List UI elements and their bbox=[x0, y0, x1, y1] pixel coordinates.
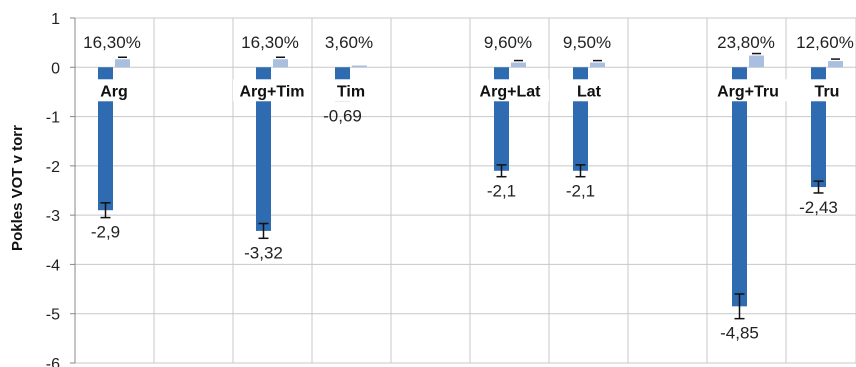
grid bbox=[74, 17, 856, 364]
value-label: -0,69 bbox=[323, 106, 362, 125]
bar-vot bbox=[732, 67, 747, 307]
category-label-bg bbox=[471, 79, 549, 102]
category-label: Arg+Lat bbox=[480, 83, 542, 100]
bar-vot bbox=[98, 67, 113, 211]
category-label-bg bbox=[808, 79, 846, 102]
category-label-bg bbox=[233, 79, 311, 102]
y-tick-label: -4 bbox=[46, 257, 60, 274]
value-label: -3,32 bbox=[244, 243, 283, 262]
percent-label: 9,60% bbox=[484, 33, 532, 52]
category-label: Lat bbox=[577, 83, 602, 100]
y-tick-label: 1 bbox=[51, 11, 60, 28]
category-label: Arg bbox=[100, 83, 128, 100]
labels: Arg 16,30% -2,9 Arg+Tim 16,30% -3,32 Tim 3,60% -… bbox=[83, 33, 854, 343]
y-tick-label: -1 bbox=[46, 110, 60, 127]
category-label: Tru bbox=[815, 83, 840, 100]
category-label-bg bbox=[95, 79, 133, 102]
y-tick-label: -3 bbox=[46, 208, 60, 225]
bar-percent bbox=[828, 61, 843, 68]
category-label-bg bbox=[332, 79, 370, 102]
value-label: -2,1 bbox=[566, 182, 595, 201]
percent-label: 12,60% bbox=[796, 33, 854, 52]
category-label-bg bbox=[709, 79, 787, 102]
value-label: -2,1 bbox=[487, 182, 516, 201]
value-label: -2,9 bbox=[91, 223, 120, 242]
category-label-bg bbox=[570, 79, 608, 102]
bar-percent bbox=[511, 62, 526, 68]
percent-label: 9,50% bbox=[563, 33, 611, 52]
y-tick-label: -5 bbox=[46, 307, 60, 324]
category-label: Tim bbox=[337, 83, 365, 100]
bar-vot bbox=[256, 67, 271, 231]
value-label: -4,85 bbox=[720, 324, 759, 343]
y-axis-label: Pokles VOT v torr bbox=[9, 125, 26, 251]
bar-percent bbox=[115, 59, 130, 68]
bar-percent bbox=[590, 62, 605, 68]
percent-label: 16,30% bbox=[241, 33, 299, 52]
category-label: Arg+Tim bbox=[239, 83, 304, 100]
y-tick-label: 0 bbox=[51, 60, 60, 77]
bar-percent bbox=[352, 65, 367, 68]
value-label: -2,43 bbox=[799, 198, 838, 217]
percent-label: 3,60% bbox=[325, 33, 373, 52]
bar-percent bbox=[749, 55, 764, 68]
category-label: Arg+Tru bbox=[717, 83, 779, 100]
y-tick-label: -6 bbox=[46, 356, 60, 367]
percent-label: 16,30% bbox=[83, 33, 141, 52]
y-axis: 1 0 -1 -2 -3 -4 -5 -6 bbox=[46, 11, 76, 367]
bar-percent bbox=[273, 59, 288, 68]
percent-label: 23,80% bbox=[717, 33, 775, 52]
y-tick-label: -2 bbox=[46, 159, 60, 176]
